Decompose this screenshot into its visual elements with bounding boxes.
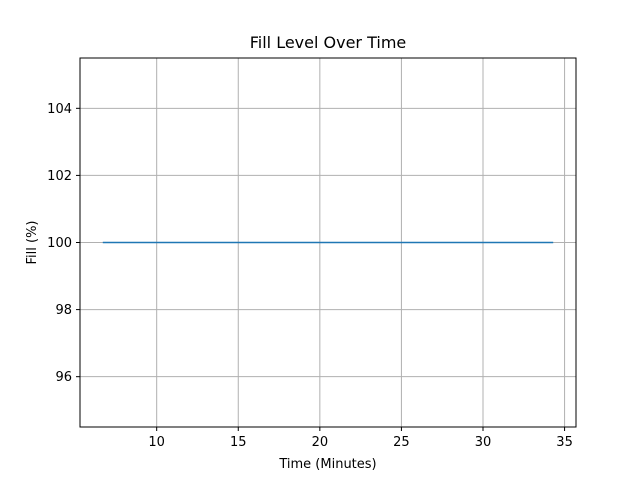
x-tick-label: 25 — [393, 435, 410, 450]
y-tick-label: 102 — [47, 169, 72, 184]
ticks: 10 15 20 25 30 35 96 98 100 102 104 — [47, 102, 573, 450]
y-tick-label: 98 — [55, 303, 72, 318]
x-tick-label: 20 — [312, 435, 329, 450]
chart-title: Fill Level Over Time — [250, 33, 407, 52]
y-axis-label: Fill (%) — [25, 221, 40, 265]
x-tick-label: 30 — [475, 435, 492, 450]
y-tick-label: 104 — [47, 102, 72, 117]
x-tick-label: 35 — [556, 435, 573, 450]
y-tick-label: 96 — [55, 370, 72, 385]
x-tick-label: 15 — [230, 435, 247, 450]
x-tick-label: 10 — [148, 435, 165, 450]
y-tick-label: 100 — [47, 236, 72, 251]
x-axis-label: Time (Minutes) — [278, 457, 376, 472]
